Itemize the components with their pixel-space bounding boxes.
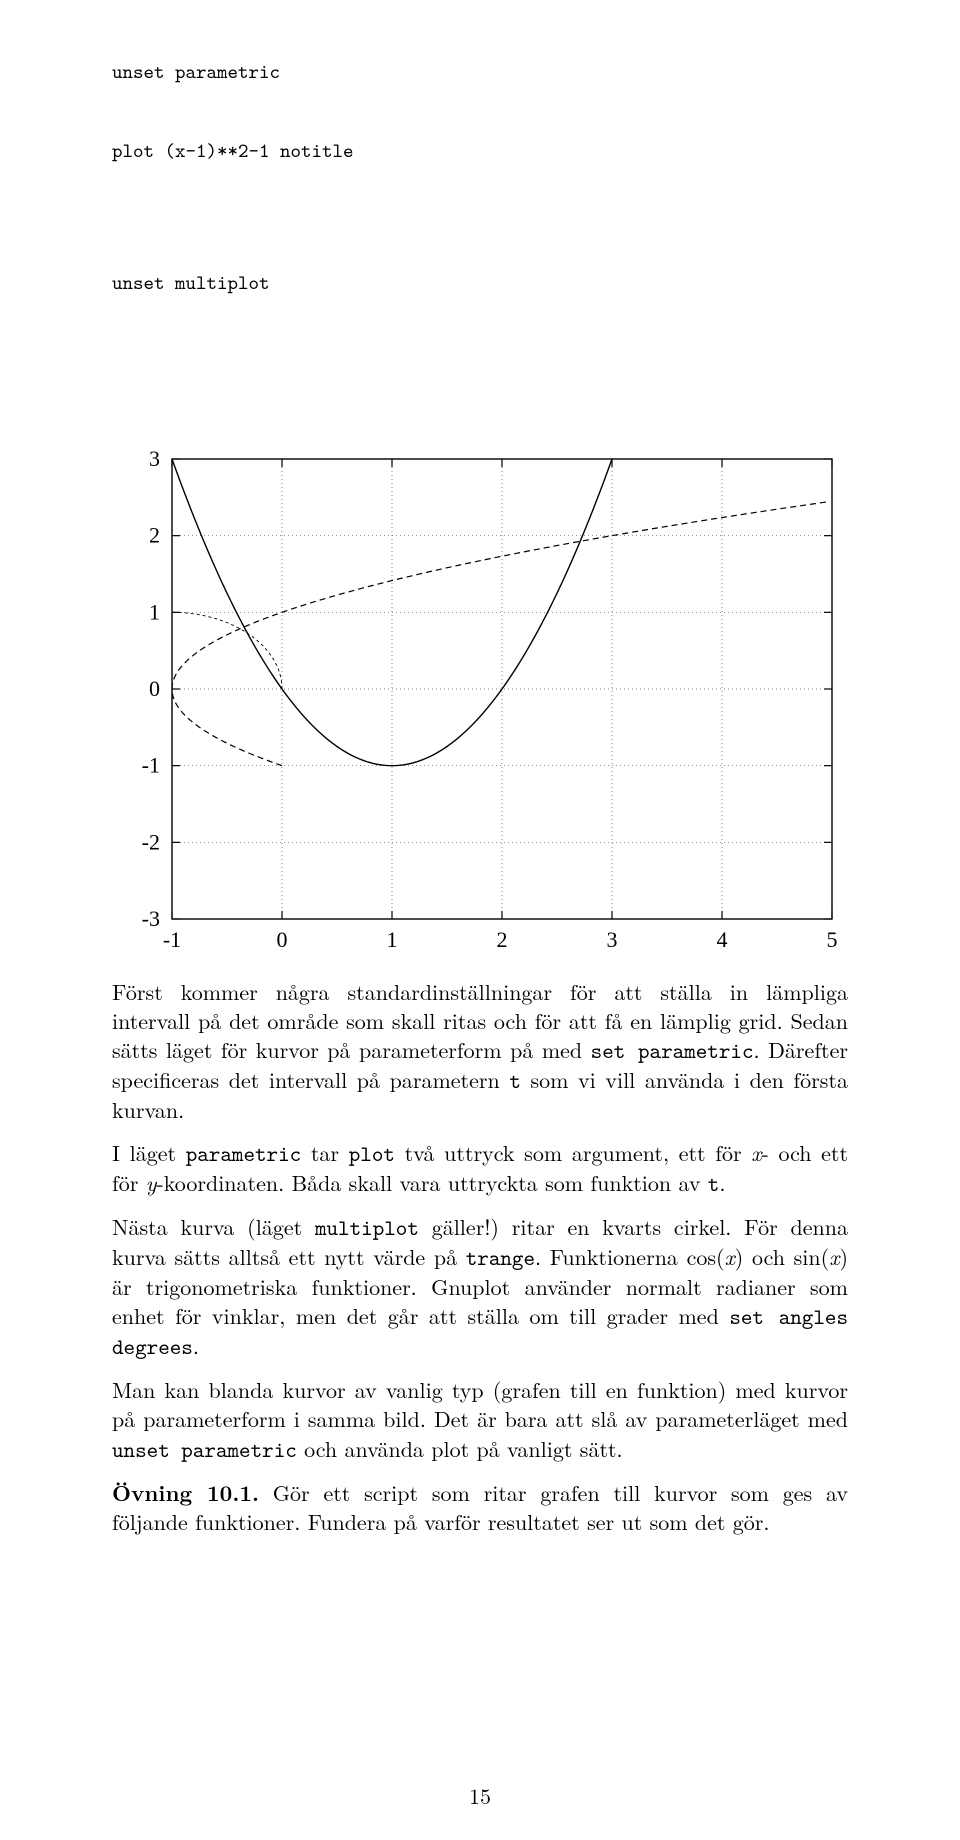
svg-text:1: 1 (387, 927, 398, 952)
svg-text:3: 3 (149, 446, 160, 471)
code-block: unset parametric plot (x-1)**2-1 notitle… (112, 6, 848, 349)
page-number: 15 (0, 1781, 960, 1810)
svg-text:0: 0 (149, 676, 160, 701)
paragraph-3: Nästa kurva (läget multiplot gäller!) ri… (112, 1212, 848, 1361)
svg-text:0: 0 (277, 927, 288, 952)
svg-text:-3: -3 (142, 906, 160, 931)
exercise-label: Övning 10.1. (112, 1477, 259, 1508)
svg-text:-2: -2 (142, 829, 160, 854)
svg-text:-1: -1 (142, 753, 160, 778)
svg-text:5: 5 (827, 927, 838, 952)
code-line: plot (x-1)**2-1 notitle (112, 138, 848, 164)
paragraph-1: Först kommer några standardinställningar… (112, 977, 848, 1124)
svg-text:-1: -1 (163, 927, 181, 952)
svg-text:3: 3 (607, 927, 618, 952)
chart-container: -1 0 1 2 3 4 5 -3 -2 -1 0 1 2 3 (112, 439, 848, 969)
exercise: Övning 10.1. Gör ett script som ritar gr… (112, 1478, 848, 1536)
paragraph-4: Man kan blanda kurvor av vanlig typ (gra… (112, 1375, 848, 1463)
paragraph-2: I läget parametric tar plot två uttryck … (112, 1138, 848, 1198)
code-line: unset multiplot (112, 270, 848, 296)
svg-text:1: 1 (149, 599, 160, 624)
chart-svg: -1 0 1 2 3 4 5 -3 -2 -1 0 1 2 3 (112, 439, 852, 969)
svg-text:2: 2 (497, 927, 508, 952)
code-line: unset parametric (112, 59, 848, 85)
svg-text:4: 4 (717, 927, 728, 952)
svg-text:2: 2 (149, 523, 160, 548)
